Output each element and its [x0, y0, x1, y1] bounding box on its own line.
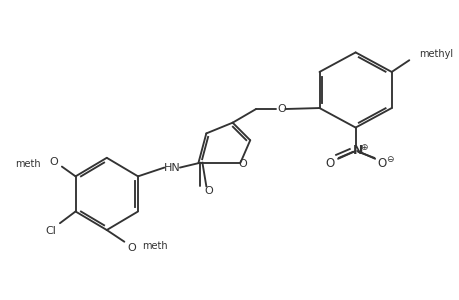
Text: Cl: Cl [45, 226, 56, 236]
Text: O: O [237, 159, 246, 169]
Text: N: N [352, 145, 362, 158]
Text: O: O [376, 157, 386, 170]
Text: ⊖: ⊖ [385, 155, 392, 164]
Text: HN: HN [163, 163, 180, 172]
Text: O: O [50, 157, 58, 167]
Text: O: O [128, 243, 136, 253]
Text: methyl: methyl [418, 50, 452, 59]
Text: O: O [325, 157, 334, 170]
Text: meth: meth [142, 241, 167, 250]
Text: ⊕: ⊕ [359, 142, 366, 152]
Text: O: O [276, 104, 285, 114]
Text: O: O [204, 186, 213, 196]
Text: meth: meth [15, 159, 40, 169]
